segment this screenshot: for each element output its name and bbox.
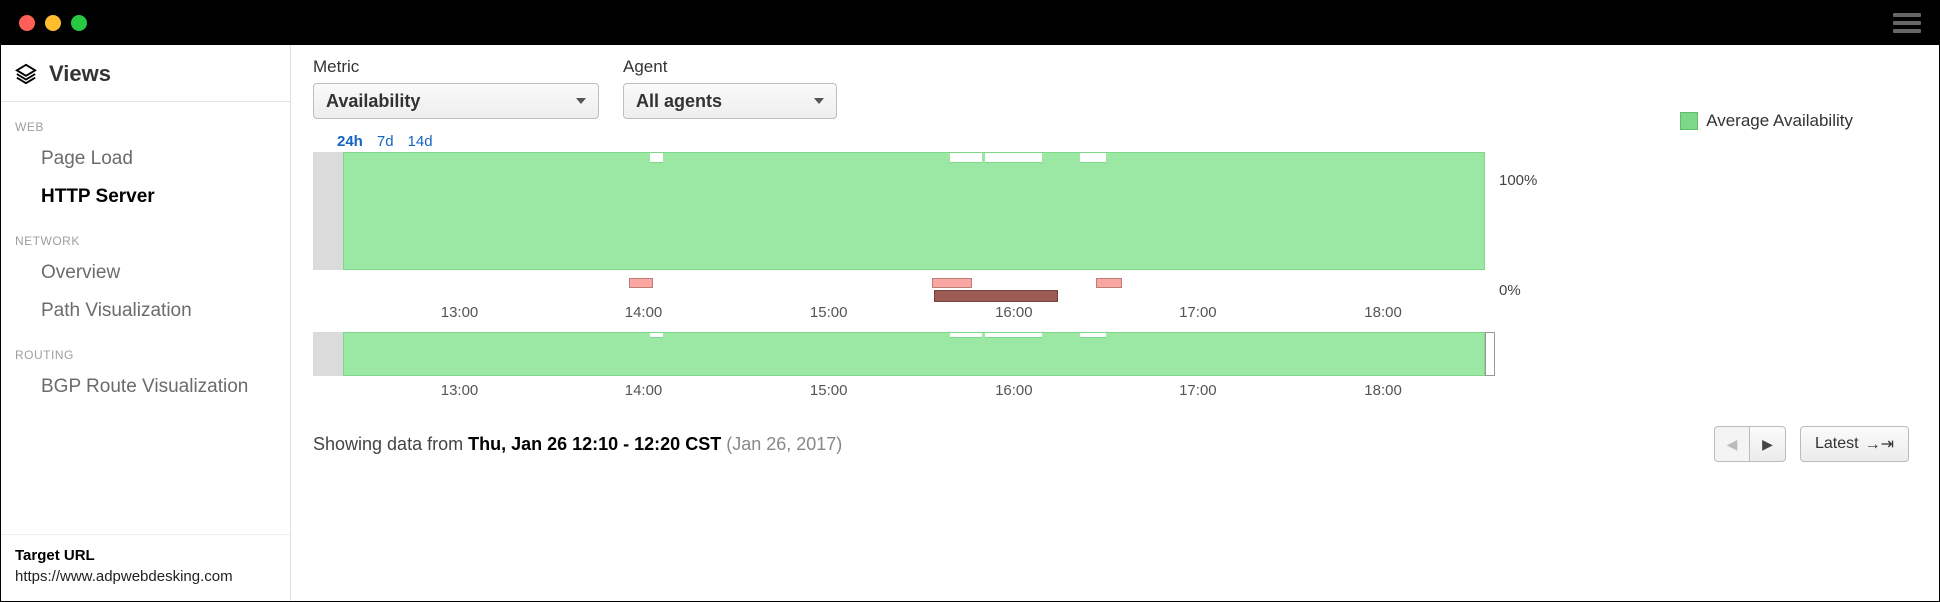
tick-1600: 16:00 (995, 304, 1033, 321)
agent-control: Agent All agents (623, 57, 837, 119)
showing-prefix: Showing data from (313, 434, 468, 454)
sidebar-footer: Target URL https://www.adpwebdesking.com (1, 534, 290, 601)
showing-range: Thu, Jan 26 12:10 - 12:20 CST (468, 434, 721, 454)
y-max-label: 100% (1499, 172, 1545, 189)
availability-bar (343, 152, 1485, 270)
section-label-web: WEB (1, 102, 290, 140)
event-marker-pink[interactable] (629, 278, 652, 288)
event-marker-darkred[interactable] (934, 290, 1058, 302)
event-marker-pink[interactable] (932, 278, 972, 288)
main-panel: Metric Availability Agent All agents (291, 45, 1939, 601)
titlebar (1, 1, 1939, 45)
availability-dip (950, 333, 982, 338)
scrub-handle[interactable] (1485, 332, 1495, 376)
layers-icon (15, 63, 37, 85)
range-tabs: 24h 7d 14d (313, 133, 1909, 150)
controls-row: Metric Availability Agent All agents (313, 57, 1909, 119)
prev-button[interactable]: ◀ (1714, 426, 1750, 462)
target-url-label: Target URL (15, 547, 276, 564)
footer-row: Showing data from Thu, Jan 26 12:10 - 12… (313, 426, 1909, 474)
agent-value: All agents (636, 91, 722, 112)
chevron-down-icon (814, 98, 824, 104)
latest-button[interactable]: Latest →⇥ (1800, 426, 1909, 462)
showing-text: Showing data from Thu, Jan 26 12:10 - 12… (313, 434, 842, 455)
availability-timeline[interactable] (313, 152, 1485, 272)
sidebar-item-http-server[interactable]: HTTP Server (1, 178, 290, 216)
tick-1300: 13:00 (441, 304, 479, 321)
tick-1400: 14:00 (625, 304, 663, 321)
tick-1700: 17:00 (1179, 382, 1217, 399)
sidebar: Views WEBPage LoadHTTP ServerNETWORKOver… (1, 45, 291, 601)
time-axis-overview: 13:00 14:00 15:00 16:00 17:00 18:00 (313, 382, 1485, 410)
app-window: Views WEBPage LoadHTTP ServerNETWORKOver… (0, 0, 1940, 602)
metric-label: Metric (313, 57, 599, 77)
minimize-dot[interactable] (45, 15, 61, 31)
tick-1700: 17:00 (1179, 304, 1217, 321)
section-label-network: NETWORK (1, 216, 290, 254)
time-axis-main: 13:00 14:00 15:00 16:00 17:00 18:00 (313, 304, 1485, 332)
chevron-down-icon (576, 98, 586, 104)
tick-1600: 16:00 (995, 382, 1033, 399)
next-button[interactable]: ▶ (1750, 426, 1786, 462)
availability-dip (650, 153, 664, 163)
tick-1800: 18:00 (1364, 382, 1402, 399)
availability-dip (985, 333, 1042, 338)
availability-bar-mini (343, 332, 1485, 376)
range-tab-14d[interactable]: 14d (408, 133, 433, 150)
legend-swatch (1680, 112, 1698, 130)
sidebar-item-bgp[interactable]: BGP Route Visualization (1, 368, 290, 406)
sidebar-item-page-load[interactable]: Page Load (1, 140, 290, 178)
tick-1500: 15:00 (810, 382, 848, 399)
availability-dip (1080, 153, 1105, 163)
chart-legend: Average Availability (1680, 111, 1853, 131)
availability-dip (650, 333, 664, 338)
target-url-value: https://www.adpwebdesking.com (15, 568, 276, 585)
metric-value: Availability (326, 91, 420, 112)
metric-select[interactable]: Availability (313, 83, 599, 119)
event-marker-pink[interactable] (1096, 278, 1122, 288)
window-controls (19, 15, 87, 31)
menu-icon[interactable] (1893, 13, 1921, 33)
no-data-region (313, 152, 343, 270)
step-buttons: ◀ ▶ (1714, 426, 1786, 462)
availability-dip (1080, 333, 1105, 338)
sidebar-header: Views (1, 45, 290, 102)
range-tab-7d[interactable]: 7d (377, 133, 394, 150)
sidebar-title: Views (49, 61, 111, 87)
agent-select[interactable]: All agents (623, 83, 837, 119)
no-data-region-mini (313, 332, 343, 376)
close-dot[interactable] (19, 15, 35, 31)
body: Views WEBPage LoadHTTP ServerNETWORKOver… (1, 45, 1939, 601)
tick-1800: 18:00 (1364, 304, 1402, 321)
tick-1500: 15:00 (810, 304, 848, 321)
sidebar-item-overview[interactable]: Overview (1, 254, 290, 292)
tick-1400: 14:00 (625, 382, 663, 399)
range-tab-24h[interactable]: 24h (337, 133, 363, 150)
nav-buttons: ◀ ▶ Latest →⇥ (1714, 426, 1909, 462)
showing-date: (Jan 26, 2017) (721, 434, 842, 454)
section-label-routing: ROUTING (1, 330, 290, 368)
metric-control: Metric Availability (313, 57, 599, 119)
chart-area: Average Availability 24h7d14d 13:0014:00… (313, 133, 1909, 410)
availability-dip (950, 153, 982, 163)
event-row (313, 278, 1485, 300)
maximize-dot[interactable] (71, 15, 87, 31)
y-min-label: 0% (1499, 282, 1545, 299)
sidebar-item-path-viz[interactable]: Path Visualization (1, 292, 290, 330)
legend-label: Average Availability (1706, 111, 1853, 131)
skip-end-icon: →⇥ (1865, 434, 1894, 454)
availability-dip (985, 153, 1042, 163)
latest-label: Latest (1815, 435, 1859, 453)
overview-timeline-wrap: 13:00 14:00 15:00 16:00 17:00 18:00 (313, 332, 1485, 410)
agent-label: Agent (623, 57, 837, 77)
tick-1300: 13:00 (441, 382, 479, 399)
overview-timeline[interactable] (313, 332, 1485, 376)
